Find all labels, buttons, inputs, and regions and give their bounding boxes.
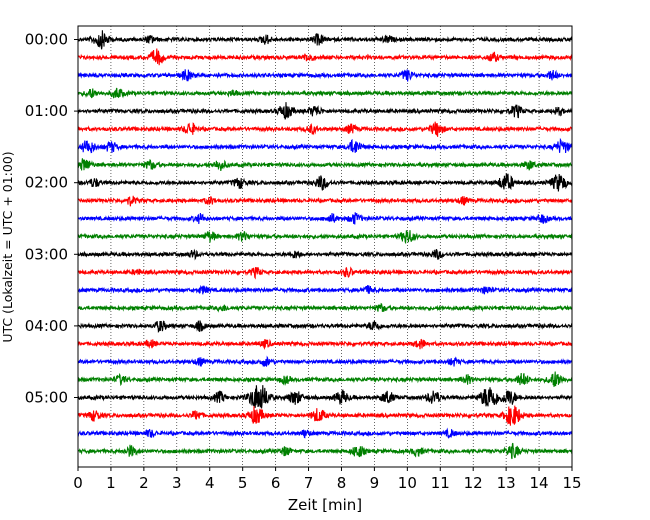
seismic-trace [78,212,572,225]
seismic-trace [78,30,572,50]
plot-frame [77,25,573,468]
seismic-trace [78,355,572,367]
seismic-trace [78,48,572,66]
seismic-trace [78,87,572,99]
seismic-trace [78,427,572,439]
y-axis-label: UTC (Lokalzeit = UTC + 01:00) [0,151,15,342]
x-tick-label: 14 [530,474,549,492]
y-tick-label: 01:00 [25,102,68,120]
x-tick-label: 2 [139,474,149,492]
x-tick-label: 5 [238,474,248,492]
y-tick-label: 04:00 [25,317,68,335]
x-tick-label: 15 [562,474,581,492]
x-tick-label: 1 [106,474,116,492]
seismic-trace [78,371,572,388]
seismic-trace [78,405,572,426]
seismic-trace [78,173,572,192]
seismic-trace [78,266,572,280]
seismic-trace [78,320,572,334]
x-axis-ticks: 0 1 2 3 4 5 6 7 8 9 10 11 12 13 14 15 [73,467,582,492]
seismic-trace [78,442,572,460]
seismic-trace [78,302,572,313]
x-tick-label: 11 [431,474,450,492]
seismic-trace [78,137,572,154]
x-tick-label: 6 [271,474,281,492]
y-tick-label: 05:00 [25,389,68,407]
seismic-trace [78,248,572,261]
seismic-trace [78,338,572,351]
y-tick-label: 02:00 [25,174,68,192]
x-tick-label: 0 [73,474,83,492]
x-tick-label: 13 [497,474,516,492]
y-tick-label: 03:00 [25,245,68,263]
x-tick-label: 7 [304,474,314,492]
seismic-trace [78,121,572,137]
x-tick-label: 8 [337,474,347,492]
x-tick-label: 9 [370,474,380,492]
seismic-trace [78,69,572,82]
y-axis-ticks: 00:00 01:00 02:00 03:00 04:00 05:00 [25,31,78,407]
seismic-traces [78,30,572,460]
seismic-trace [78,385,572,409]
x-tick-label: 12 [464,474,483,492]
x-axis-label: Zeit [min] [288,496,362,514]
seismic-trace [78,158,572,171]
x-tick-label: 4 [205,474,215,492]
seismic-trace [78,230,572,245]
y-tick-label: 00:00 [25,31,68,49]
seismic-trace [78,284,572,295]
seismic-trace [78,195,572,207]
x-tick-label: 10 [398,474,417,492]
seismic-trace [78,102,572,120]
x-tick-label: 3 [172,474,182,492]
